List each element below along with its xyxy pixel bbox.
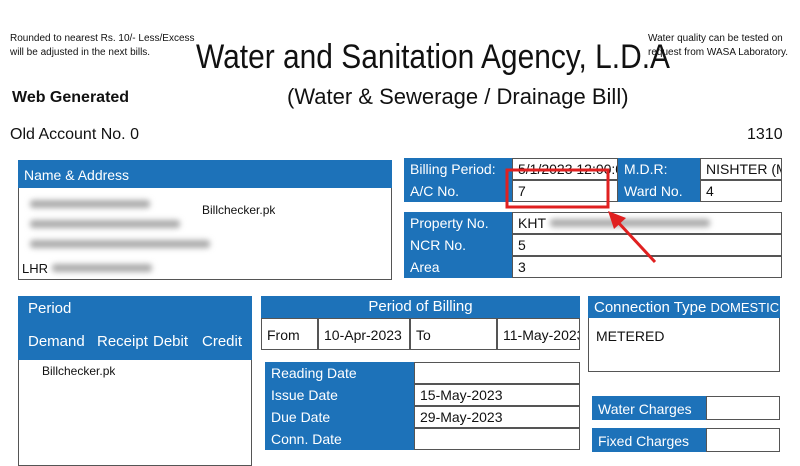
column: Receipt: [97, 333, 148, 350]
date-value: 15-May-2023: [414, 384, 580, 406]
connection-heading: Connection Type DOMESTIC: [588, 296, 780, 318]
column: Debit: [153, 333, 189, 350]
label: A/C No.: [404, 180, 512, 202]
value: 11-May-2023: [497, 318, 580, 350]
label: Billing Period:: [404, 158, 512, 180]
value: 3: [512, 256, 782, 278]
old-account-code: 1310: [747, 126, 783, 143]
charge-label: Fixed Charges: [592, 428, 706, 452]
date-label: Reading Date: [265, 362, 414, 384]
label: To: [410, 318, 497, 350]
date-value: [414, 428, 580, 450]
label: Property No.: [404, 212, 512, 234]
label: Area: [404, 256, 512, 278]
column: Credit: [202, 333, 243, 350]
label: NCR No.: [404, 234, 512, 256]
label: From: [261, 318, 318, 350]
billing-heading: Period of Billing: [261, 296, 580, 318]
page: Rounded to nearest Rs. 10/- Less/Excess …: [10, 33, 789, 466]
connection-label: Connection Type: [594, 299, 707, 316]
watermark: Billchecker.pk: [42, 364, 116, 378]
city: LHR: [22, 261, 49, 276]
value: 4: [700, 180, 782, 202]
title: Water and Sanitation Agency, L.D.A: [196, 38, 671, 76]
right-note: Water quality can be tested on request f…: [648, 33, 789, 58]
value: 7: [512, 180, 618, 202]
date-label: Due Date: [265, 406, 414, 428]
date-value: [414, 362, 580, 384]
annotation: [505, 168, 657, 264]
subtitle: (Water & Sewerage / Drainage Bill): [287, 84, 629, 109]
watermark: Billchecker.pk: [202, 203, 276, 217]
period-heading: Period: [28, 300, 72, 317]
meter: METERED: [596, 328, 665, 344]
period-header: [18, 296, 252, 360]
value: NISHTER (M): [700, 158, 782, 180]
left-note: Rounded to nearest Rs. 10/- Less/Excess …: [10, 33, 195, 58]
date-label: Issue Date: [265, 384, 414, 406]
charge-label: Water Charges: [592, 396, 706, 420]
name-heading: Name & Address: [18, 160, 392, 188]
label: Ward No.: [618, 180, 700, 202]
connection-type: DOMESTIC: [710, 300, 780, 315]
label: M.D.R:: [618, 158, 700, 180]
column: Demand: [28, 333, 85, 350]
web-generated: Web Generated: [12, 89, 130, 106]
date-value: 29-May-2023: [414, 406, 580, 428]
charge-value: [706, 428, 780, 452]
date-label: Conn. Date: [265, 428, 414, 450]
value: 10-Apr-2023: [318, 318, 410, 350]
old-account: Old Account No. 0: [10, 126, 139, 143]
charge-value: [706, 396, 780, 420]
